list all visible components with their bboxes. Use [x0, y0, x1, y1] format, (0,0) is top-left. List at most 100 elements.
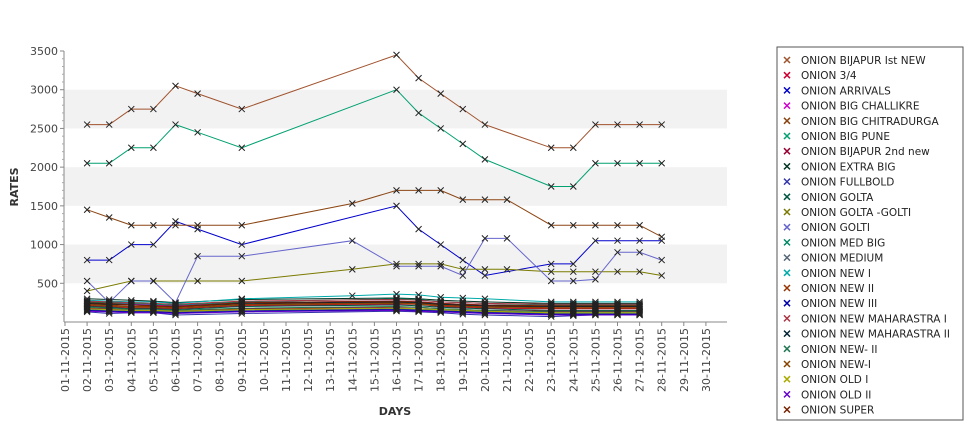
data-point — [238, 307, 246, 315]
x-tick-label: 15-11-2015 — [368, 328, 381, 392]
data-point — [437, 306, 445, 313]
legend-item: ONION NEW II — [801, 283, 874, 295]
x-tick-label: 22-11-2015 — [523, 328, 536, 392]
data-point — [238, 308, 246, 316]
legend-item: ONION MEDIUM — [801, 253, 883, 265]
data-point — [437, 187, 445, 194]
data-point — [481, 156, 489, 163]
legend-marker — [783, 162, 791, 170]
data-point — [127, 303, 135, 311]
legend-marker — [783, 238, 791, 246]
legend-item: ONION OLD I — [801, 374, 868, 386]
legend-item: ONION NEW MAHARASTRA II — [801, 329, 950, 341]
data-point — [592, 301, 599, 309]
data-point — [636, 303, 643, 310]
data-point — [592, 309, 599, 317]
series-line — [87, 302, 640, 308]
data-point — [172, 82, 179, 90]
data-point — [592, 311, 599, 319]
legend-box — [776, 46, 964, 421]
x-tick-label: 26-11-2015 — [612, 328, 625, 392]
x-tick-label: 07-11-2015 — [192, 328, 205, 392]
data-point — [547, 144, 555, 152]
data-point — [393, 202, 400, 210]
x-tick-label: 16-11-2015 — [391, 328, 404, 392]
data-point — [592, 237, 599, 245]
data-point — [172, 221, 179, 229]
legend-item: ONION GOLTA — [801, 192, 874, 204]
data-point — [238, 252, 246, 260]
series-line — [87, 297, 640, 304]
series-line — [87, 304, 640, 311]
x-tick-label: 09-11-2015 — [236, 328, 249, 392]
data-point — [105, 306, 113, 313]
data-point — [83, 287, 91, 295]
data-point — [547, 302, 555, 310]
series-lines — [86, 54, 662, 318]
data-point — [105, 300, 113, 307]
data-point — [194, 252, 201, 260]
data-point — [636, 310, 643, 318]
data-point — [127, 309, 135, 317]
data-point — [569, 303, 577, 310]
data-point — [127, 307, 135, 314]
x-tick-label: 14-11-2015 — [346, 328, 359, 392]
data-point — [415, 307, 422, 315]
data-point — [172, 301, 179, 309]
legend-marker — [783, 299, 791, 307]
legend-item: ONION NEW-I — [801, 359, 871, 371]
legend-marker — [783, 314, 791, 322]
data-point — [437, 90, 445, 97]
legend-item: ONION BIJAPUR Ist NEW — [801, 55, 926, 67]
data-point — [481, 307, 489, 315]
data-point — [83, 307, 91, 314]
grid-bands — [64, 89, 727, 284]
data-point — [547, 310, 555, 318]
data-point — [569, 301, 577, 309]
data-point — [172, 310, 179, 317]
x-tick-label: 12-11-2015 — [302, 328, 315, 392]
legend-item: ONION NEW I — [801, 268, 871, 280]
data-point — [393, 51, 400, 59]
series-line — [87, 302, 640, 309]
data-point — [127, 105, 135, 113]
x-tick-label: 20-11-2015 — [479, 328, 492, 392]
data-point — [636, 237, 643, 245]
y-tick-label: 500 — [37, 277, 58, 290]
data-point — [547, 310, 555, 317]
data-point — [415, 305, 422, 313]
data-point — [105, 121, 113, 128]
data-point — [614, 310, 621, 318]
data-point — [105, 299, 113, 306]
data-point — [569, 277, 577, 285]
legend-item: ONION FULLBOLD — [801, 177, 894, 189]
x-tick-label: 03-11-2015 — [103, 328, 116, 392]
data-point — [459, 307, 467, 314]
data-point — [592, 302, 599, 310]
data-point — [83, 121, 91, 128]
legend-item: ONION EXTRA BIG — [801, 161, 896, 173]
data-point — [150, 241, 157, 248]
x-tick-label: 19-11-2015 — [457, 328, 470, 392]
data-point — [348, 265, 356, 273]
data-point — [569, 302, 577, 310]
series-line — [87, 300, 640, 308]
data-point — [636, 159, 643, 167]
data-point — [415, 225, 422, 233]
data-point — [83, 206, 91, 214]
data-point — [238, 241, 246, 248]
x-tick-label: 17-11-2015 — [413, 328, 426, 392]
data-point — [415, 74, 422, 82]
data-point — [437, 300, 445, 307]
data-point — [569, 183, 577, 190]
y-tick-label: 2500 — [30, 122, 58, 135]
legend-marker — [783, 193, 791, 201]
legend-marker — [783, 86, 791, 94]
data-point — [636, 268, 643, 276]
data-point — [150, 105, 157, 113]
data-point — [614, 268, 621, 276]
data-point — [127, 241, 135, 248]
data-point — [194, 221, 201, 229]
data-point — [105, 308, 113, 316]
